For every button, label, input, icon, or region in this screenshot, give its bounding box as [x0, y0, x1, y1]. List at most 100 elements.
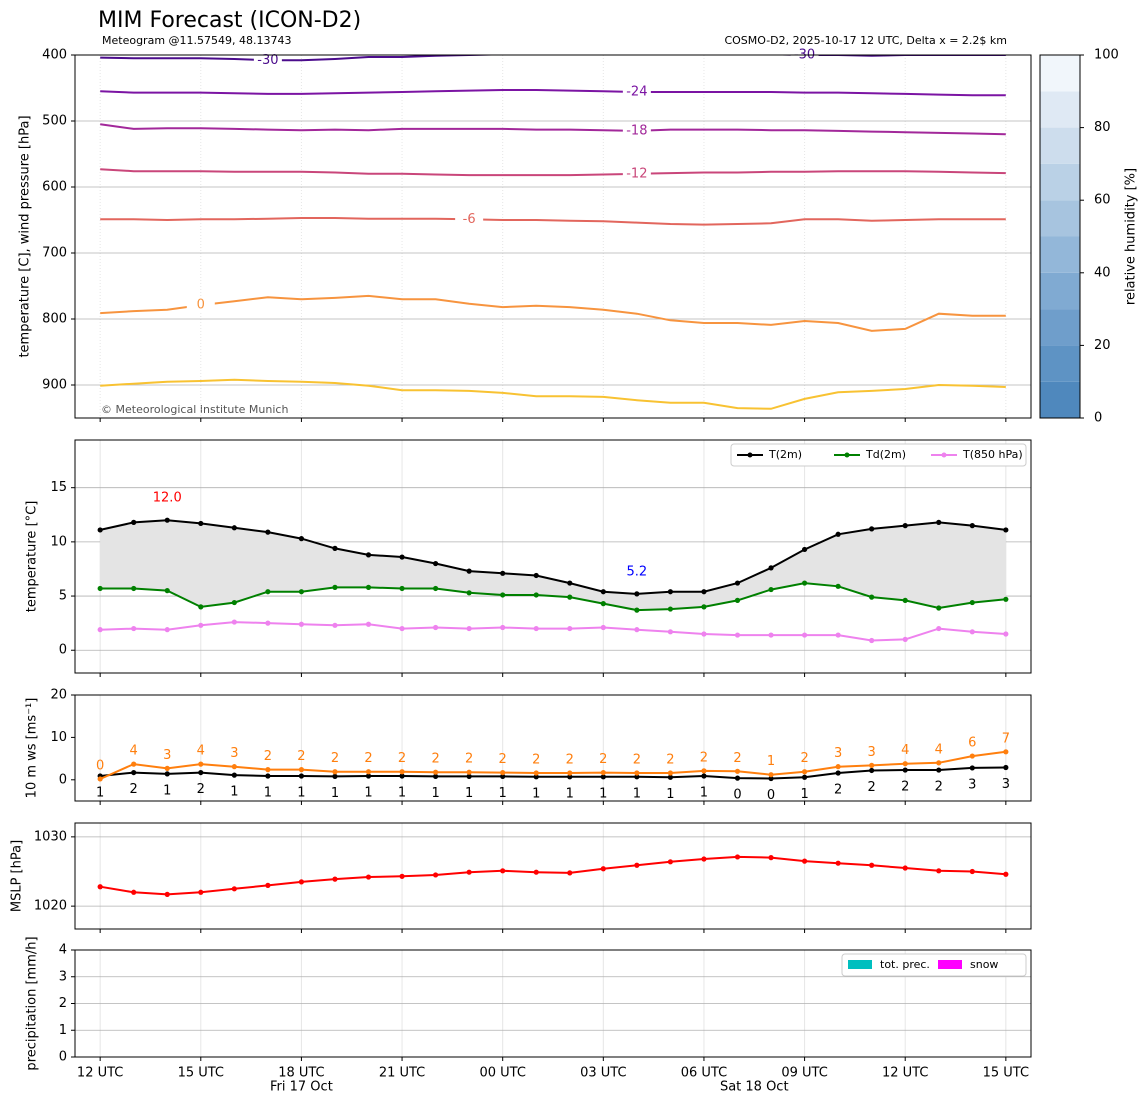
data-point	[399, 554, 405, 560]
data-point	[801, 580, 808, 586]
data-label: 1	[96, 785, 104, 800]
data-point	[365, 621, 372, 627]
data-point	[869, 767, 875, 774]
data-point	[801, 858, 808, 864]
colorbar-band	[1040, 127, 1080, 164]
series-line	[99, 519, 1006, 595]
copyright: © Meteorological Institute Munich	[101, 403, 288, 416]
data-point	[835, 770, 841, 776]
data-point	[97, 585, 103, 592]
data-label: 1	[700, 785, 708, 800]
data-point	[198, 622, 204, 628]
data-point	[801, 769, 808, 775]
data-point	[600, 866, 606, 872]
data-point	[1003, 631, 1009, 637]
data-point	[936, 625, 942, 632]
data-label: 1	[230, 785, 238, 800]
data-point	[97, 884, 103, 890]
data-point	[131, 769, 137, 776]
data-point	[533, 625, 539, 632]
data-label: 3	[1002, 777, 1010, 792]
series-line	[100, 582, 1006, 612]
data-point	[466, 769, 472, 775]
data-point	[533, 770, 539, 776]
panel-frame	[74, 822, 1032, 930]
data-label: 2	[264, 749, 272, 764]
subtitle-left: Meteogram @11.57549, 48.13743	[102, 34, 292, 47]
data-label: 2	[398, 751, 406, 766]
data-point	[969, 599, 975, 606]
legend-box	[730, 443, 1027, 467]
data-point	[768, 775, 774, 782]
y-tick-label: 1	[59, 1023, 67, 1038]
data-point	[231, 599, 237, 606]
colorbar-band	[1040, 309, 1080, 346]
colorbar-band	[1040, 91, 1080, 128]
x-tick-label: 03 UTC	[580, 1066, 626, 1081]
data-label: 4	[901, 743, 909, 758]
data-point	[332, 622, 338, 628]
data-point	[902, 767, 908, 773]
data-point	[667, 589, 674, 595]
data-point	[835, 632, 841, 638]
x-tick-label: 09 UTC	[781, 1066, 827, 1081]
data-label: 1	[364, 785, 372, 800]
data-point	[634, 774, 640, 780]
x-tick-label: 21 UTC	[379, 1066, 425, 1081]
data-point	[265, 767, 271, 773]
data-point	[600, 774, 606, 780]
data-point	[298, 767, 305, 773]
data-label: 2	[800, 751, 808, 766]
data-point	[835, 860, 841, 866]
data-point	[365, 769, 372, 775]
data-point	[634, 607, 640, 613]
data-point	[869, 637, 875, 644]
contour-label-bg	[186, 297, 215, 314]
data-point	[701, 604, 707, 610]
data-point	[265, 882, 271, 888]
data-point	[634, 627, 640, 633]
data-label: 3	[868, 745, 876, 760]
annotation: 12.0	[153, 491, 182, 506]
contour-line	[100, 378, 1006, 410]
data-point	[432, 773, 439, 780]
data-point	[399, 585, 405, 592]
data-label: 2	[700, 750, 708, 765]
legend-marker	[747, 452, 753, 458]
data-label: 4	[197, 744, 205, 759]
data-point	[600, 624, 606, 631]
panel-frame	[74, 694, 1032, 802]
y-tick-label: 700	[42, 246, 67, 261]
x-tick-label: 12 UTC	[882, 1066, 928, 1081]
data-point	[835, 531, 841, 537]
data-point	[869, 526, 875, 532]
data-point	[734, 597, 741, 603]
y-axis-label: 10 m ws [ms⁻¹]	[25, 698, 40, 799]
contour-label: -12	[626, 166, 647, 181]
data-point	[634, 770, 640, 776]
data-label: 2	[868, 780, 876, 795]
data-point	[332, 773, 338, 780]
data-point	[97, 776, 103, 782]
data-point	[567, 770, 573, 776]
y-tick-label: 500	[42, 114, 67, 129]
data-point	[432, 624, 439, 631]
data-point	[131, 585, 137, 592]
data-point	[365, 874, 372, 880]
series-line	[100, 621, 1006, 642]
contour-label: -18	[626, 123, 647, 138]
colorbar-band	[1040, 345, 1080, 382]
data-point	[164, 588, 170, 594]
colorbar-band	[1040, 381, 1080, 418]
data-point	[835, 764, 841, 770]
data-label: 1	[264, 785, 272, 800]
data-label: 2	[431, 752, 439, 767]
data-label: 0	[96, 758, 104, 773]
data-point	[466, 590, 472, 596]
date-label: Sat 18 Oct	[720, 1080, 789, 1095]
data-point	[801, 546, 808, 553]
colorbar-band	[1040, 200, 1080, 237]
data-point	[902, 523, 908, 529]
data-point	[533, 592, 539, 598]
